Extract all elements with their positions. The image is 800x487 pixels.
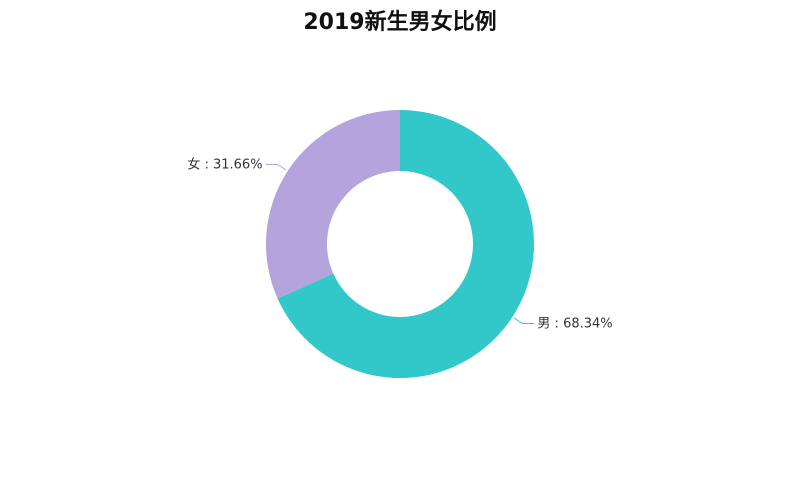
slice-label-female: 女 : 31.66% bbox=[187, 156, 262, 172]
label-leader-line bbox=[513, 317, 535, 325]
donut-slice-male[interactable] bbox=[277, 110, 534, 378]
donut-slice-female[interactable] bbox=[266, 109, 400, 299]
chart-title: 2019新生男女比例 bbox=[303, 10, 497, 35]
label-leader-line bbox=[265, 163, 287, 171]
slice-label-male: 男 : 68.34% bbox=[537, 317, 612, 332]
